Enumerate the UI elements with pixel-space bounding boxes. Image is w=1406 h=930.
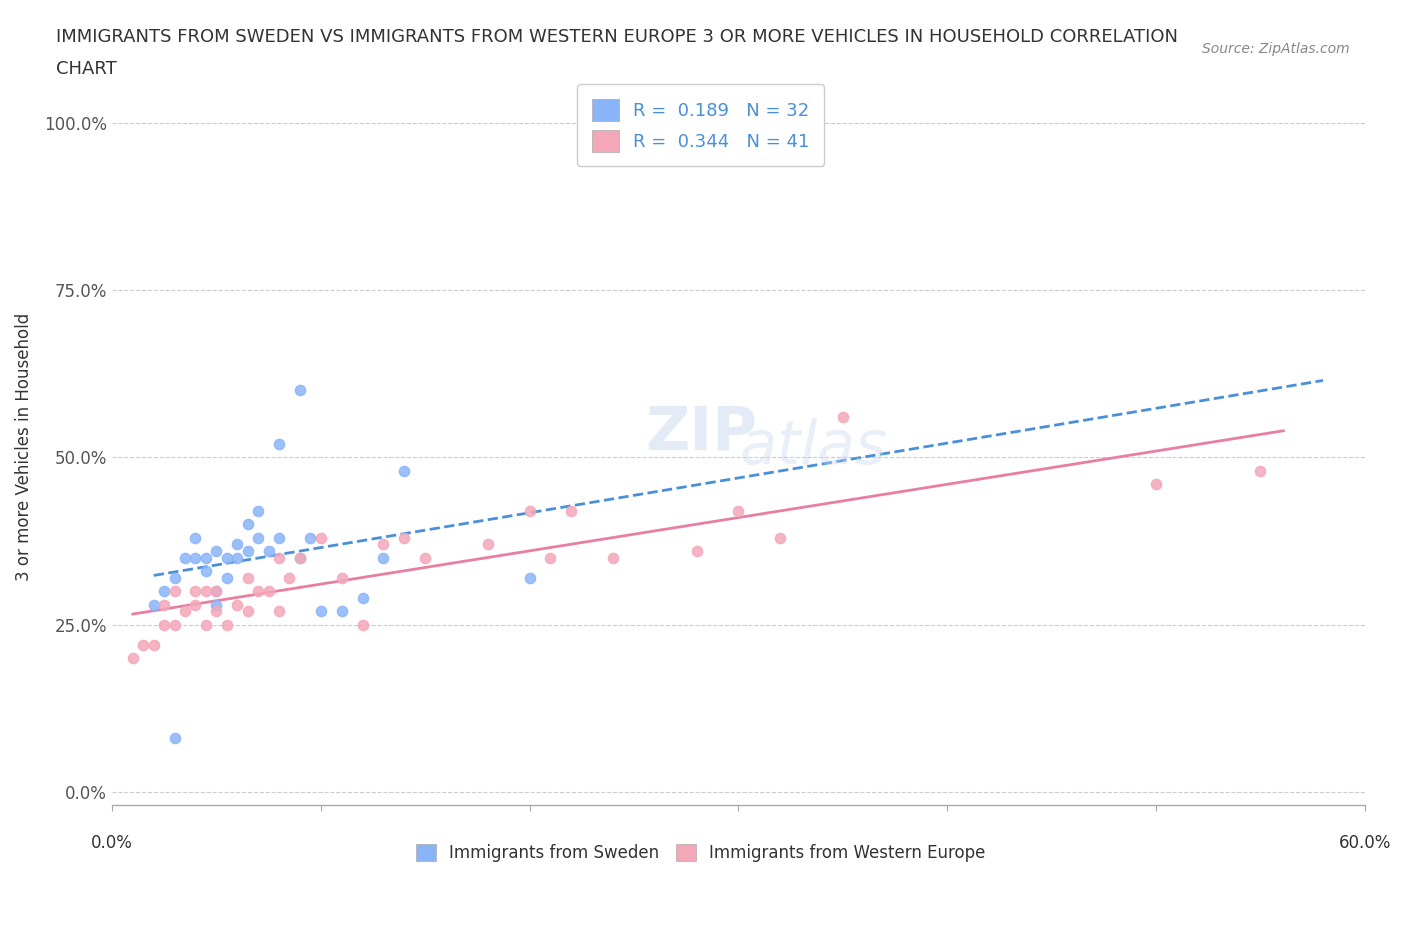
Point	[769, 530, 792, 545]
Point	[236, 543, 259, 558]
Point	[1144, 477, 1167, 492]
Point	[267, 530, 290, 545]
Point	[413, 551, 436, 565]
Point	[215, 551, 238, 565]
Point	[257, 543, 280, 558]
Point	[267, 604, 290, 618]
Point	[184, 530, 207, 545]
Point	[194, 551, 217, 565]
Point	[247, 584, 270, 599]
Text: IMMIGRANTS FROM SWEDEN VS IMMIGRANTS FROM WESTERN EUROPE 3 OR MORE VEHICLES IN H: IMMIGRANTS FROM SWEDEN VS IMMIGRANTS FRO…	[56, 28, 1178, 46]
Point	[205, 604, 228, 618]
Point	[184, 584, 207, 599]
Point	[194, 584, 217, 599]
Point	[519, 503, 541, 518]
Point	[299, 530, 322, 545]
Point	[163, 618, 186, 632]
Point	[215, 618, 238, 632]
Point	[247, 530, 270, 545]
Point	[685, 543, 707, 558]
Point	[194, 564, 217, 578]
Point	[288, 551, 311, 565]
Point	[163, 570, 186, 585]
Point	[174, 604, 197, 618]
Point	[153, 597, 176, 612]
Point	[394, 530, 416, 545]
Point	[267, 551, 290, 565]
Point	[352, 618, 374, 632]
Point	[121, 651, 143, 666]
Point	[373, 551, 395, 565]
Point	[330, 570, 353, 585]
Point	[560, 503, 582, 518]
Point	[236, 517, 259, 532]
Point	[184, 551, 207, 565]
Point	[288, 383, 311, 398]
Point	[519, 570, 541, 585]
Point	[1249, 463, 1271, 478]
Point	[309, 530, 332, 545]
Text: 0.0%: 0.0%	[91, 834, 134, 852]
Point	[142, 637, 165, 652]
Point	[540, 551, 562, 565]
Point	[477, 537, 499, 551]
Point	[163, 584, 186, 599]
Point	[831, 410, 853, 425]
Point	[373, 537, 395, 551]
Point	[226, 597, 249, 612]
Point	[247, 503, 270, 518]
Point	[602, 551, 624, 565]
Point	[184, 597, 207, 612]
Point	[727, 503, 749, 518]
Point	[163, 731, 186, 746]
Point	[205, 584, 228, 599]
Point	[236, 604, 259, 618]
Point	[330, 604, 353, 618]
Text: ZIP: ZIP	[645, 404, 756, 462]
Point	[394, 463, 416, 478]
Point	[153, 584, 176, 599]
Point	[153, 618, 176, 632]
Point	[205, 584, 228, 599]
Point	[215, 570, 238, 585]
Legend: Immigrants from Sweden, Immigrants from Western Europe: Immigrants from Sweden, Immigrants from …	[409, 837, 993, 869]
Text: Source: ZipAtlas.com: Source: ZipAtlas.com	[1202, 42, 1350, 56]
Point	[205, 597, 228, 612]
Text: atlas: atlas	[740, 418, 887, 477]
Point	[267, 436, 290, 451]
Point	[142, 597, 165, 612]
Point	[288, 551, 311, 565]
Point	[226, 537, 249, 551]
Point	[236, 570, 259, 585]
Point	[278, 570, 301, 585]
Point	[194, 618, 217, 632]
Point	[132, 637, 155, 652]
Text: CHART: CHART	[56, 60, 117, 78]
Point	[205, 543, 228, 558]
Point	[226, 551, 249, 565]
Point	[352, 591, 374, 605]
Point	[257, 584, 280, 599]
Point	[309, 604, 332, 618]
Text: 60.0%: 60.0%	[1339, 834, 1391, 852]
Point	[174, 551, 197, 565]
Y-axis label: 3 or more Vehicles in Household: 3 or more Vehicles in Household	[15, 313, 32, 581]
